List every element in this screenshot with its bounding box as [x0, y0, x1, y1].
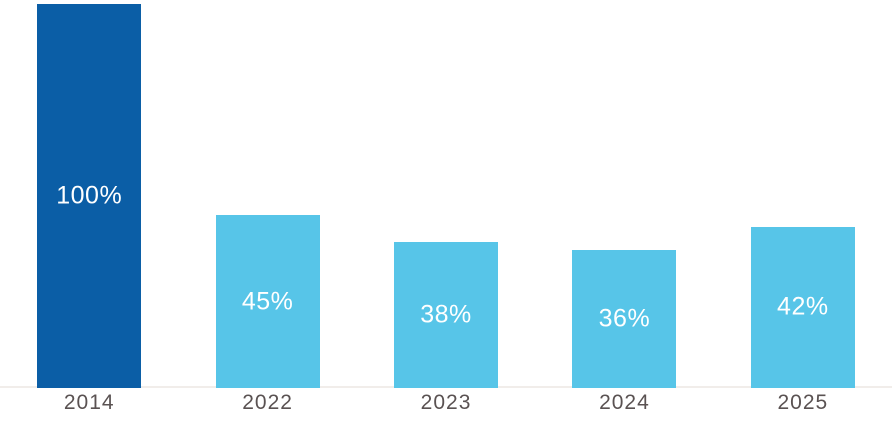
bar-2022: 45% [215, 215, 320, 388]
x-tick-label: 2022 [242, 391, 293, 414]
bar-slot: 36% [535, 4, 713, 388]
bar-value-label: 45% [241, 287, 294, 316]
x-tick-label: 2024 [599, 391, 650, 414]
bar-slot: 100% [0, 4, 178, 388]
bar-slot: 38% [357, 4, 535, 388]
x-axis-labels: 2014 2022 2023 2024 2025 [0, 391, 892, 415]
plot-area: 100% 45% 38% 36% 42% [0, 4, 892, 388]
bar-2025: 42% [750, 226, 855, 388]
bar-2023: 38% [394, 242, 499, 388]
bar-value-label: 38% [420, 300, 472, 329]
x-tick-label: 2025 [777, 391, 829, 414]
bar-2024: 36% [572, 249, 677, 388]
bar-value-label: 36% [598, 304, 651, 333]
bar-slot: 42% [714, 4, 892, 388]
bar-value-label: 42% [777, 292, 829, 321]
x-tick-label: 2014 [63, 391, 115, 414]
bar-slot: 45% [178, 4, 356, 388]
bar-2014: 100% [37, 4, 142, 388]
bar-value-label: 100% [56, 181, 123, 210]
x-tick-label: 2023 [420, 391, 472, 414]
